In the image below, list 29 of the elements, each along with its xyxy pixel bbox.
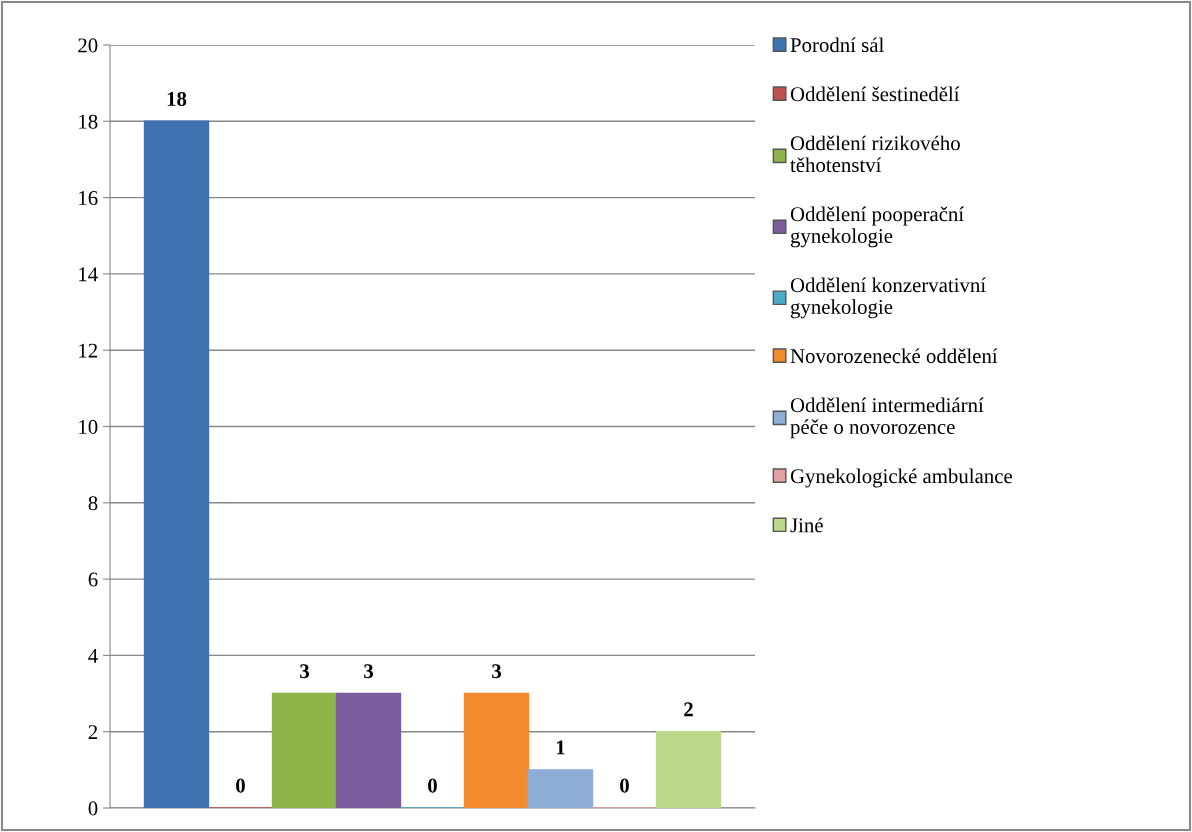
y-tick-label: 0 xyxy=(88,801,98,816)
y-tick-label: 20 xyxy=(78,38,98,53)
data-label: 0 xyxy=(236,778,245,793)
y-tick-label: 10 xyxy=(79,419,98,434)
data-label: 0 xyxy=(620,778,629,793)
y-tick-label: 2 xyxy=(88,725,98,739)
y-tick-label: 16 xyxy=(79,191,98,206)
data-label: 18 xyxy=(167,91,187,106)
y-tick-label: 12 xyxy=(79,343,98,358)
legend-label: Porodní sál xyxy=(790,37,884,53)
legend-label: Oddělení intermediární péče o novorozence xyxy=(790,397,984,439)
legend-label: Jiné xyxy=(790,517,823,533)
y-tick-label: 4 xyxy=(88,648,98,663)
legend-label: Oddělení rizikového těhotenství xyxy=(790,135,960,173)
data-label: 0 xyxy=(428,778,437,793)
y-tick-label: 18 xyxy=(79,114,98,129)
y-tick-label: 6 xyxy=(88,572,98,587)
legend-label: Oddělení pooperační gynekologie xyxy=(790,206,964,248)
data-label: 2 xyxy=(684,702,693,717)
data-label: 3 xyxy=(300,664,309,679)
y-tick-label: 14 xyxy=(79,267,98,282)
legend-label: Gynekologické ambulance xyxy=(790,468,1012,488)
data-label: 1 xyxy=(556,740,565,755)
legend-label: Novorozenecké oddělení xyxy=(790,348,998,364)
data-label: 3 xyxy=(492,664,501,679)
legend-label: Oddělení konzervativní gynekologie xyxy=(790,277,986,319)
y-tick-label: 8 xyxy=(88,496,98,511)
data-label: 3 xyxy=(364,664,373,679)
legend-label: Oddělení šestinedělí xyxy=(790,86,960,102)
